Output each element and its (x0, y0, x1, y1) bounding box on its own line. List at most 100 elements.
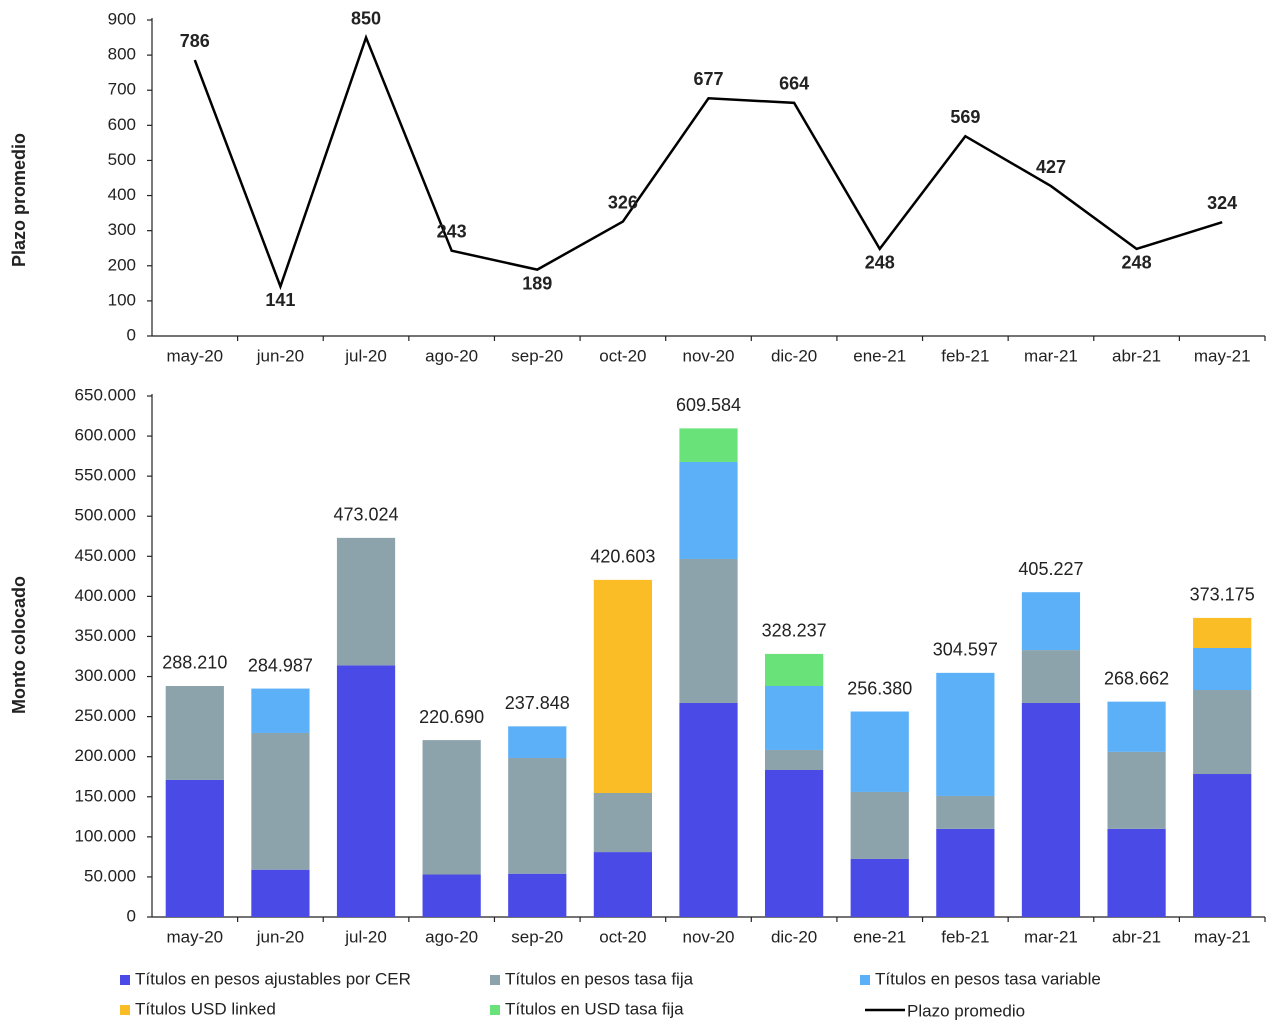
y-tick-label: 300 (108, 220, 136, 239)
bar-segment (1107, 828, 1166, 917)
total-label: 288.210 (162, 653, 227, 673)
bar-segment (593, 852, 652, 917)
x-tick-label: feb-21 (941, 346, 989, 365)
bar-segment (508, 757, 567, 874)
x-tick-label: jun-20 (256, 927, 304, 946)
x-tick-label: dic-20 (771, 346, 817, 365)
x-tick-label: ene-21 (853, 927, 906, 946)
bar-segment (251, 688, 310, 733)
y-tick-label: 550.000 (75, 466, 136, 485)
x-tick-label: ene-21 (853, 346, 906, 365)
bar-segment (1107, 751, 1166, 829)
x-tick-label: may-20 (166, 346, 223, 365)
x-tick-label: may-20 (166, 927, 223, 946)
data-label: 243 (437, 221, 467, 241)
legend-label: Títulos USD linked (135, 999, 276, 1018)
bar-segment (251, 732, 310, 870)
x-tick-label: abr-21 (1112, 927, 1161, 946)
y-tick-label: 500.000 (75, 506, 136, 525)
x-tick-label: nov-20 (683, 346, 735, 365)
y-tick-label: 450.000 (75, 546, 136, 565)
y-tick-label: 400 (108, 185, 136, 204)
bar-segment (850, 858, 909, 917)
x-tick-label: mar-21 (1024, 927, 1078, 946)
total-label: 420.603 (590, 547, 655, 567)
x-tick-label: sep-20 (511, 927, 563, 946)
data-label: 850 (351, 8, 381, 28)
x-tick-label: may-21 (1194, 927, 1251, 946)
bar-segment (1107, 701, 1166, 752)
bar-segment (336, 537, 396, 666)
bar-segment (165, 779, 224, 917)
bar-segment (1193, 648, 1252, 691)
x-tick-label: jul-20 (344, 346, 387, 365)
y-tick-label: 200 (108, 255, 136, 274)
y-tick-label: 50.000 (84, 866, 136, 885)
bar-segment (1193, 617, 1252, 649)
legend-swatch (860, 975, 870, 985)
data-label: 664 (779, 74, 809, 94)
bar-segment (1193, 690, 1252, 775)
bar-segment (765, 653, 824, 686)
data-label: 141 (265, 290, 295, 310)
bar-segment (936, 828, 995, 917)
bar-segment (422, 740, 481, 875)
legend-label: Plazo promedio (907, 1001, 1025, 1020)
total-label: 373.175 (1190, 585, 1255, 605)
x-tick-label: ago-20 (425, 927, 478, 946)
x-tick-label: sep-20 (511, 346, 563, 365)
x-tick-label: dic-20 (771, 927, 817, 946)
x-tick-label: may-21 (1194, 346, 1251, 365)
total-label: 220.690 (419, 707, 484, 727)
bar-segment (508, 873, 567, 917)
x-tick-label: jul-20 (344, 927, 387, 946)
bar-segment (765, 749, 824, 770)
bar-segment (850, 711, 909, 792)
data-label: 427 (1036, 157, 1066, 177)
y-tick-label: 300.000 (75, 666, 136, 685)
data-label: 786 (180, 31, 210, 51)
total-label: 473.024 (333, 505, 398, 525)
bar-segment (765, 685, 824, 750)
y-tick-label: 350.000 (75, 626, 136, 645)
bar-segment (422, 874, 481, 917)
legend-label: Títulos en pesos tasa fija (505, 969, 694, 988)
bar-segment (251, 869, 310, 917)
bar-segment (593, 579, 652, 794)
data-label: 248 (1122, 253, 1152, 273)
y-tick-label: 100.000 (75, 826, 136, 845)
bar-segment (936, 672, 995, 796)
bar-segment (1021, 702, 1081, 917)
legend-label: Títulos en pesos ajustables por CER (135, 969, 411, 988)
data-label: 677 (693, 69, 723, 89)
y-tick-label: 600 (108, 115, 136, 134)
x-tick-label: jun-20 (256, 346, 304, 365)
bar-segment (1021, 650, 1081, 703)
bar-segment (936, 795, 995, 829)
total-label: 609.584 (676, 395, 741, 415)
bar-segment (336, 665, 396, 917)
bar-segment (850, 791, 909, 859)
legend-label: Títulos en pesos tasa variable (875, 969, 1101, 988)
total-label: 268.662 (1104, 668, 1169, 688)
bar-segment (679, 461, 738, 559)
x-tick-label: oct-20 (599, 346, 646, 365)
data-label: 248 (865, 253, 895, 273)
data-label: 326 (608, 192, 638, 212)
x-tick-label: abr-21 (1112, 346, 1161, 365)
bar-segment (1021, 592, 1081, 651)
total-label: 237.848 (505, 693, 570, 713)
x-tick-label: oct-20 (599, 927, 646, 946)
y-tick-label: 400.000 (75, 586, 136, 605)
bar-segment (165, 685, 224, 780)
y-tick-label: 900 (108, 9, 136, 28)
data-label: 324 (1207, 193, 1237, 213)
total-label: 284.987 (248, 655, 313, 675)
y-tick-label: 800 (108, 45, 136, 64)
y-tick-label: 100 (108, 290, 136, 309)
bar-segment (765, 769, 824, 917)
total-label: 256.380 (847, 678, 912, 698)
legend-swatch (490, 975, 500, 985)
